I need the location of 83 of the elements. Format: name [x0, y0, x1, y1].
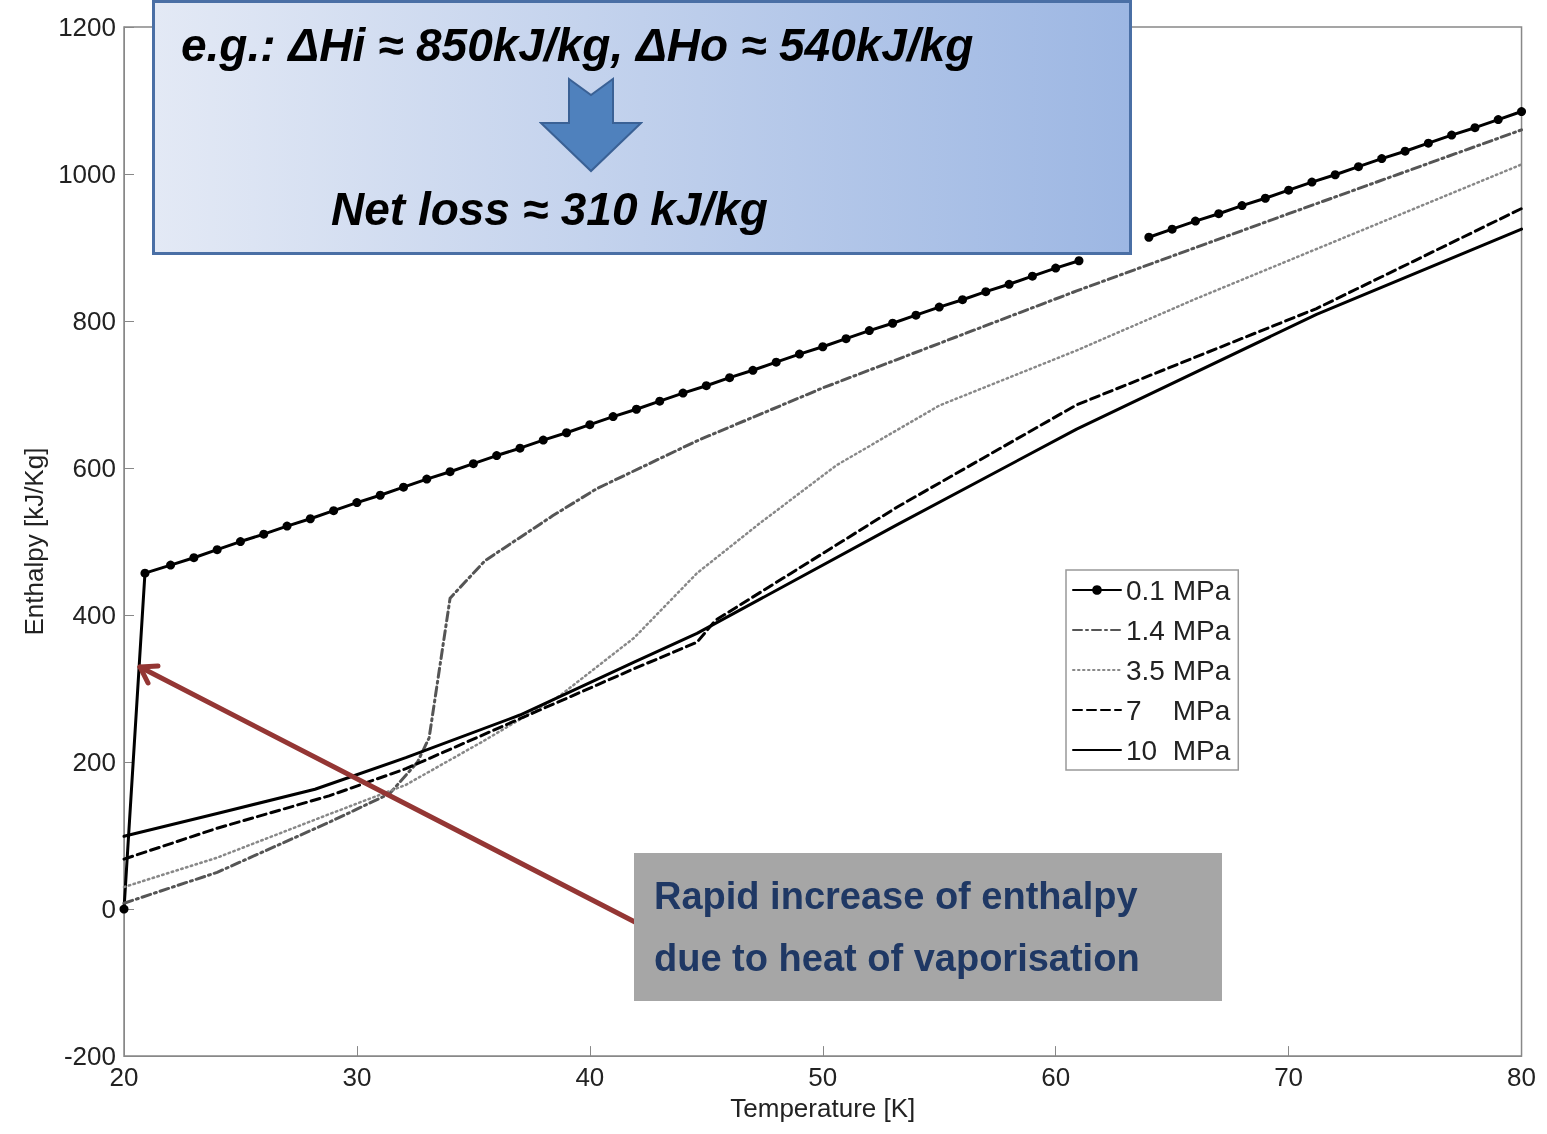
point — [445, 467, 455, 477]
point — [1517, 107, 1527, 117]
y-tick-label: 600 — [72, 453, 116, 484]
annotation: Rapid increase of enthalpy due to heat of vaporisation — [634, 853, 1222, 1001]
y-tick-label: 400 — [72, 600, 116, 631]
point — [375, 490, 385, 500]
point — [422, 474, 432, 484]
legend-label: 7 MPa — [1126, 694, 1231, 726]
point — [585, 420, 595, 430]
point — [678, 388, 688, 398]
x-axis-title: Temperature [K] — [730, 1093, 916, 1123]
point — [1051, 263, 1061, 273]
point — [352, 498, 362, 508]
point — [305, 514, 315, 524]
point — [818, 342, 828, 352]
point — [212, 545, 222, 555]
point — [468, 459, 478, 469]
point — [259, 529, 269, 539]
point — [399, 482, 409, 492]
note-box: e.g.: ΔHi ≈ 850kJ/kg, ΔHo ≈ 540kJ/kg Net loss ≈ 310 kJ/kg — [152, 0, 1132, 255]
point — [282, 521, 292, 531]
point — [958, 295, 968, 305]
point — [934, 302, 944, 312]
point — [1330, 170, 1340, 180]
x-tick-label: 50 — [808, 1062, 838, 1093]
legend-label: 10 MPa — [1126, 734, 1231, 766]
point — [981, 287, 991, 297]
y-axis-title: Enthalpy [kJ/Kg] — [19, 447, 50, 636]
point — [1214, 209, 1224, 219]
point — [1004, 279, 1014, 289]
x-tick-label: 60 — [1041, 1062, 1071, 1093]
point — [1423, 138, 1433, 148]
point — [1074, 256, 1084, 266]
point — [1237, 201, 1247, 211]
point — [1493, 115, 1503, 125]
point — [841, 334, 851, 344]
point — [140, 568, 150, 578]
x-tick-label: 70 — [1274, 1062, 1304, 1093]
point — [1190, 216, 1200, 226]
point — [911, 310, 921, 320]
point — [515, 443, 525, 453]
point — [608, 412, 618, 422]
annotation: Net loss ≈ 310 kJ/kg — [331, 182, 768, 237]
point — [1260, 193, 1270, 203]
legend-label: 1.4 MPa — [1126, 614, 1231, 646]
point — [888, 318, 898, 328]
point — [1447, 130, 1457, 140]
x-tick-label: 80 — [1507, 1062, 1536, 1093]
y-tick-label: 0 — [101, 894, 116, 925]
point — [1284, 185, 1294, 195]
point — [864, 326, 874, 336]
point — [562, 428, 572, 438]
point — [631, 404, 641, 414]
y-tick-label: 200 — [72, 747, 116, 778]
y-tick-label: 1200 — [58, 12, 116, 42]
point — [166, 560, 176, 570]
point — [1377, 154, 1387, 164]
point — [492, 451, 502, 461]
point — [1027, 271, 1037, 281]
y-tick-label: 800 — [72, 306, 116, 337]
x-tick-label: 40 — [575, 1062, 605, 1093]
point — [1307, 177, 1317, 187]
point — [1354, 162, 1363, 172]
point — [748, 365, 758, 375]
x-tick-label: 30 — [342, 1062, 372, 1093]
legend-label: 0.1 MPa — [1126, 574, 1231, 606]
point — [235, 537, 245, 547]
point — [538, 435, 548, 445]
point — [119, 904, 129, 914]
point — [189, 553, 199, 563]
point — [725, 373, 735, 383]
point — [1400, 146, 1410, 156]
point — [794, 349, 804, 359]
point — [1167, 224, 1177, 234]
annotation: e.g.: ΔHi ≈ 850kJ/kg, ΔHo ≈ 540kJ/kg — [181, 18, 974, 73]
legend-label: 3.5 MPa — [1126, 654, 1231, 686]
point — [655, 396, 665, 406]
point — [329, 506, 339, 516]
y-tick-label: 1000 — [58, 159, 116, 190]
point — [701, 381, 711, 391]
point — [771, 357, 781, 367]
point — [1144, 232, 1154, 242]
point — [1470, 123, 1480, 133]
